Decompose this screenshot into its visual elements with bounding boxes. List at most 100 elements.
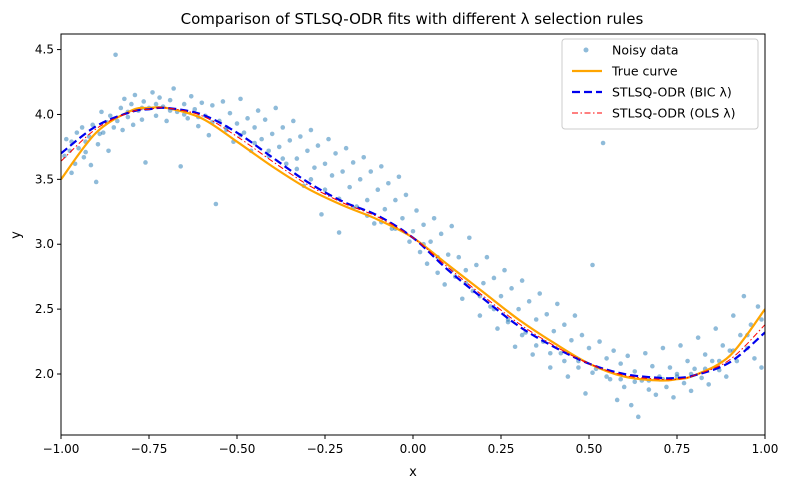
data-point	[723, 374, 729, 379]
x-axis-ticks: −1.00 −0.75 −0.50 −0.25 0.00 0.25 0.50 0.75 1.00	[43, 435, 778, 456]
data-point	[555, 301, 560, 307]
data-point	[664, 384, 669, 390]
data-point	[755, 304, 761, 309]
data-point	[628, 402, 634, 408]
data-point	[129, 101, 134, 107]
x-tick-label: 0.75	[664, 442, 691, 456]
data-point	[210, 103, 215, 108]
data-point	[551, 328, 557, 334]
data-point	[178, 164, 183, 169]
data-point	[688, 388, 694, 394]
data-point	[442, 282, 447, 287]
data-point	[396, 174, 402, 180]
data-point	[583, 391, 588, 396]
data-point	[643, 350, 648, 356]
data-point	[185, 116, 191, 121]
data-point	[565, 374, 571, 379]
data-point	[153, 113, 159, 119]
data-point	[62, 153, 67, 159]
data-point	[308, 127, 314, 133]
data-point	[322, 187, 328, 193]
data-point	[495, 326, 500, 331]
data-point	[635, 414, 641, 420]
data-point	[120, 127, 125, 133]
data-point	[403, 192, 409, 198]
data-point	[241, 130, 247, 135]
x-tick-label: −0.50	[219, 442, 256, 456]
data-point	[646, 387, 652, 392]
data-point	[706, 382, 711, 387]
data-point	[512, 344, 518, 350]
data-point	[435, 270, 440, 276]
data-point	[759, 317, 764, 322]
data-point	[509, 286, 514, 291]
data-point	[526, 299, 532, 304]
legend-marker	[583, 47, 589, 53]
legend-box	[561, 38, 759, 130]
data-point	[410, 228, 416, 234]
data-point	[502, 267, 507, 273]
data-point	[449, 223, 455, 229]
data-point	[69, 170, 74, 176]
data-point	[604, 356, 609, 361]
x-tick-label: −0.75	[131, 442, 168, 456]
y-tick-label: 3.0	[35, 237, 54, 251]
data-point	[350, 160, 356, 165]
data-point	[618, 376, 623, 382]
data-point	[333, 151, 338, 156]
data-point	[167, 97, 173, 103]
data-point	[63, 136, 69, 142]
series-lines	[61, 105, 765, 382]
data-point	[118, 105, 124, 111]
data-point	[312, 165, 317, 170]
data-point	[322, 161, 328, 167]
data-point	[488, 304, 493, 309]
legend: Noisy data True curve STLSQ-ODR (BIC λ) STL…	[561, 38, 759, 130]
data-point	[393, 197, 398, 203]
data-point	[76, 145, 81, 151]
data-point	[653, 392, 659, 398]
data-point	[283, 161, 289, 167]
data-point	[438, 231, 444, 237]
data-point	[576, 365, 581, 370]
data-point	[695, 335, 701, 340]
data-point	[192, 106, 198, 112]
data-point	[269, 131, 275, 137]
data-point	[558, 350, 564, 356]
data-point	[604, 374, 609, 379]
y-axis-ticks: 2.0 2.5 3.0 3.5 4.0 4.5	[35, 43, 61, 381]
data-point	[340, 169, 345, 174]
x-axis-label: x	[409, 465, 417, 480]
data-point	[141, 99, 147, 104]
data-point	[262, 117, 268, 122]
data-point	[255, 108, 261, 113]
data-point	[227, 110, 233, 116]
series-line-true-curve	[61, 105, 765, 382]
data-point	[738, 332, 743, 338]
data-point	[99, 109, 104, 115]
data-point	[343, 145, 349, 151]
data-point	[752, 356, 757, 361]
data-point	[294, 156, 300, 161]
data-point	[498, 293, 504, 299]
data-point	[720, 343, 726, 348]
y-tick-label: 4.5	[35, 43, 54, 57]
data-point	[481, 280, 486, 286]
data-point	[586, 345, 592, 351]
data-point	[597, 339, 602, 344]
data-point	[88, 162, 94, 168]
data-point	[731, 313, 736, 318]
y-tick-label: 3.5	[35, 172, 54, 186]
data-point	[424, 261, 430, 266]
data-point	[143, 160, 148, 165]
data-point	[467, 235, 472, 241]
data-point	[428, 239, 433, 244]
data-point	[153, 101, 159, 107]
data-point	[474, 262, 479, 268]
data-point	[382, 206, 388, 212]
data-point	[445, 252, 451, 257]
data-point	[106, 148, 111, 154]
data-point	[516, 306, 521, 312]
data-point	[519, 332, 525, 338]
data-point	[150, 90, 155, 95]
